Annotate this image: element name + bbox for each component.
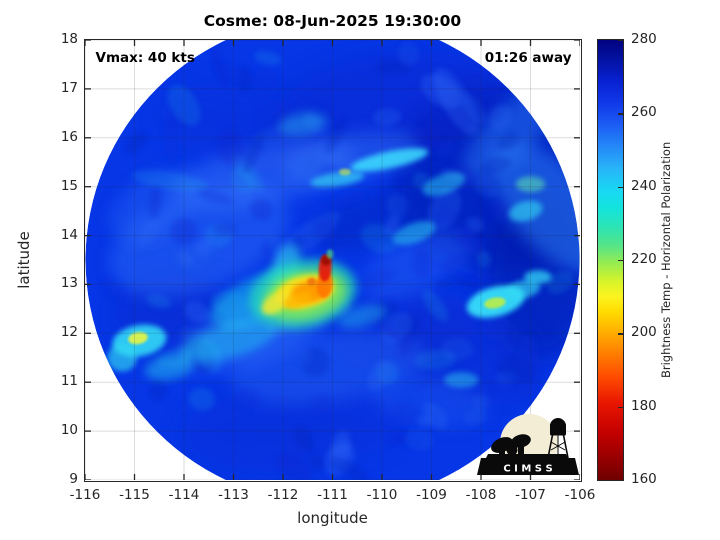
colorbar-tick-label: 200 (631, 324, 657, 341)
x-tick-label: -112 (267, 487, 299, 503)
x-axis-label: longitude (297, 509, 368, 527)
x-tick-label: -114 (168, 487, 200, 503)
y-tick-label: 10 (60, 422, 78, 439)
colorbar-tick-label: 160 (631, 471, 657, 487)
y-tick-label: 13 (60, 275, 78, 292)
y-tick-label: 11 (60, 373, 78, 390)
y-tick-label: 14 (60, 226, 78, 243)
x-tick-label: -109 (416, 487, 447, 503)
cimss-logo-text: C I M S S (503, 463, 552, 474)
colorbar-tick-label: 260 (631, 104, 657, 121)
y-tick-label: 16 (60, 128, 78, 145)
x-tick-label: -110 (366, 487, 398, 503)
x-tick-label: -111 (317, 487, 348, 503)
colorbar-tick-label: 180 (631, 397, 657, 414)
y-tick-label: 12 (60, 324, 78, 341)
y-tick-label: 17 (60, 79, 78, 96)
colorbar (597, 39, 624, 482)
time-away-annotation: 01:26 away (484, 49, 572, 66)
satellite-brightness-temp-image (84, 39, 580, 480)
x-tick-label: -115 (119, 487, 150, 503)
water-tower-icon (546, 417, 569, 458)
x-tick-label: -108 (465, 487, 497, 503)
colorbar-tick-label: 280 (631, 31, 657, 47)
cimss-logo: C I M S S (476, 413, 579, 475)
colorbar-tick-label: 240 (631, 177, 657, 194)
colorbar-tick-label: 220 (631, 251, 657, 267)
x-tick-label: -107 (515, 487, 546, 503)
y-tick-label: 9 (69, 471, 78, 487)
x-tick-label: -113 (218, 487, 249, 503)
x-tick-label: -116 (69, 487, 101, 503)
chart-title: Cosme: 08-Jun-2025 19:30:00 (203, 12, 462, 30)
x-tick-label: -106 (564, 487, 596, 503)
y-tick-label: 18 (60, 31, 78, 47)
plot-area: Vmax: 40 kts 01:26 away (83, 38, 582, 482)
colorbar-label: Brightness Temp - Horizontal Polarizatio… (659, 141, 673, 379)
cimss-banner (476, 457, 579, 475)
y-tick-label: 15 (60, 177, 78, 194)
vmax-annotation: Vmax: 40 kts (95, 49, 195, 66)
